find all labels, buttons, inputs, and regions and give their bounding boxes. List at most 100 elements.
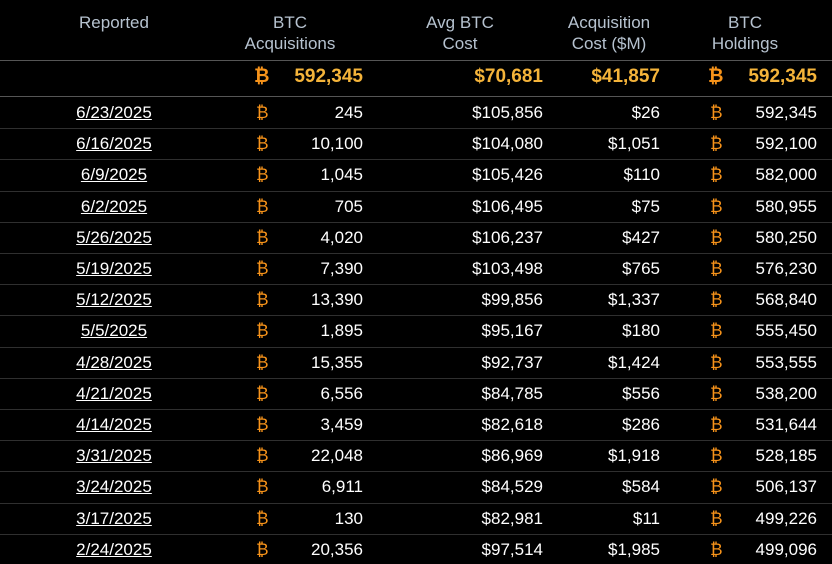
cell-value: $84,785 <box>481 383 543 403</box>
btc-symbol: ₿ <box>256 321 269 341</box>
cell-value: 499,226 <box>755 508 817 528</box>
row-separator <box>0 253 832 254</box>
btc-symbol: ₿ <box>710 196 723 216</box>
row-separator <box>0 221 832 223</box>
cell-value: $1,985 <box>608 539 660 559</box>
cell-value: $92,737 <box>481 352 543 372</box>
date-link[interactable]: 6/23/2025 <box>76 103 152 122</box>
cell-value: $99,856 <box>481 290 543 310</box>
column-header: BTC Acquisitions <box>244 13 336 53</box>
separator <box>0 60 832 61</box>
cell-value: $84,529 <box>481 477 543 497</box>
cell-value: $95,167 <box>481 321 543 341</box>
btc-symbol: ₿ <box>256 539 269 559</box>
btc-symbol: ₿ <box>710 415 723 434</box>
cell-value: $110 <box>623 165 660 185</box>
date-link[interactable]: 3/17/2025 <box>76 508 152 528</box>
cell-value: 20,356 <box>311 539 363 559</box>
row-separator <box>0 315 832 317</box>
cell-value: $106,495 <box>472 196 543 216</box>
cell-value: 499,096 <box>755 539 817 559</box>
date-link[interactable]: 2/24/2025 <box>76 539 152 559</box>
row-separator <box>0 502 832 504</box>
cell-value: 580,250 <box>755 227 817 247</box>
cell-value: 1,045 <box>320 165 363 185</box>
btc-symbol: ₿ <box>256 290 269 310</box>
btc-symbol: ₿ <box>710 134 723 154</box>
btc-symbol: ₿ <box>708 66 724 87</box>
cell-value: $97,514 <box>481 539 543 559</box>
total-value: 592,345 <box>748 66 817 87</box>
cell-value: 6,911 <box>321 477 363 497</box>
row-separator <box>0 377 832 379</box>
btc-symbol: ₿ <box>710 165 723 185</box>
cell-value: 10,100 <box>311 134 363 154</box>
cell-value: 592,345 <box>755 103 817 122</box>
cell-value: 4,020 <box>320 227 363 247</box>
cell-value: $286 <box>622 415 660 434</box>
row-separator <box>0 284 832 286</box>
date-link[interactable]: 6/16/2025 <box>76 134 152 154</box>
total-value: $41,857 <box>591 66 660 87</box>
cell-value: $1,424 <box>608 352 660 372</box>
cell-value: 592,100 <box>755 134 817 154</box>
btc-symbol: ₿ <box>256 508 269 528</box>
column-header: Avg BTC Cost <box>426 13 494 53</box>
date-link[interactable]: 3/24/2025 <box>76 477 152 497</box>
row-separator <box>0 409 832 410</box>
date-link[interactable]: 4/28/2025 <box>76 352 152 372</box>
cell-value: $106,237 <box>472 227 543 247</box>
cell-value: 531,644 <box>755 415 817 434</box>
cell-value: 705 <box>334 196 363 216</box>
cell-value: $105,426 <box>472 165 543 185</box>
cell-value: 580,955 <box>755 196 817 216</box>
cell-value: 7,390 <box>320 259 363 278</box>
cell-value: $1,337 <box>608 290 660 310</box>
date-link[interactable]: 3/31/2025 <box>76 446 152 466</box>
btc-symbol: ₿ <box>254 66 270 87</box>
date-link[interactable]: 5/19/2025 <box>76 259 152 278</box>
cell-value: 506,137 <box>755 477 817 497</box>
btc-symbol: ₿ <box>710 352 723 372</box>
cell-value: $82,981 <box>481 508 543 528</box>
btc-symbol: ₿ <box>710 477 723 497</box>
date-link[interactable]: 6/2/2025 <box>80 196 148 216</box>
cell-value: 528,185 <box>755 446 817 466</box>
btc-symbol: ₿ <box>710 539 723 559</box>
cell-value: 576,230 <box>755 259 817 278</box>
date-link[interactable]: 6/9/2025 <box>80 165 148 185</box>
row-separator <box>0 533 832 535</box>
cell-value: 130 <box>334 508 363 528</box>
column-header: Reported <box>79 13 149 32</box>
cell-value: $180 <box>622 321 660 341</box>
btc-symbol: ₿ <box>256 446 269 466</box>
btc-symbol: ₿ <box>256 165 269 185</box>
column-header: Acquisition Cost ($M) <box>567 13 651 53</box>
cell-value: $26 <box>631 103 660 122</box>
date-link[interactable]: 5/26/2025 <box>76 227 152 247</box>
cell-value: 555,450 <box>755 321 817 341</box>
cell-value: $82,618 <box>481 415 543 434</box>
cell-value: 22,048 <box>311 446 363 466</box>
separator <box>0 96 832 97</box>
date-link[interactable]: 4/14/2025 <box>76 415 152 434</box>
btc-symbol: ₿ <box>710 508 723 528</box>
btc-symbol: ₿ <box>256 103 269 122</box>
cell-value: $765 <box>622 259 660 278</box>
btc-symbol: ₿ <box>256 477 269 497</box>
cell-value: 1,895 <box>320 321 363 341</box>
date-link[interactable]: 5/5/2025 <box>80 321 148 341</box>
btc-symbol: ₿ <box>256 227 269 247</box>
cell-value: $104,080 <box>472 134 543 154</box>
btc-symbol: ₿ <box>710 321 723 341</box>
total-value: 592,345 <box>294 66 363 87</box>
date-link[interactable]: 4/21/2025 <box>76 383 152 403</box>
btc-symbol: ₿ <box>710 227 723 247</box>
btc-symbol: ₿ <box>710 290 723 310</box>
btc-symbol: ₿ <box>710 446 723 466</box>
row-separator <box>0 471 832 473</box>
cell-value: $556 <box>622 383 660 403</box>
date-link[interactable]: 5/12/2025 <box>76 290 152 310</box>
btc-symbol: ₿ <box>710 103 723 122</box>
cell-value: 538,200 <box>755 383 817 403</box>
